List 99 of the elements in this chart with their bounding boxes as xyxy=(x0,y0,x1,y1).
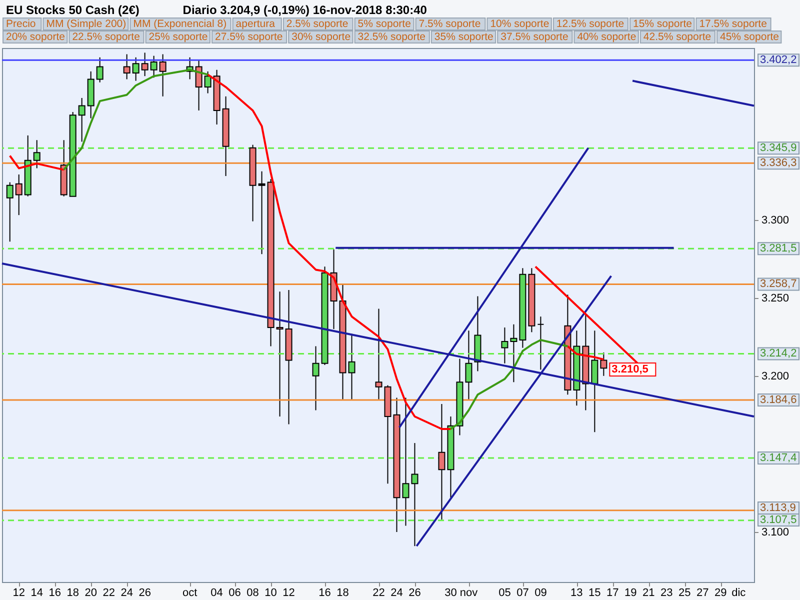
candlestick xyxy=(276,291,284,417)
x-tick-label: oct xyxy=(182,587,198,599)
candlestick xyxy=(6,182,14,242)
x-tick-label: 22 xyxy=(372,587,385,599)
ref-line-label: 3.402,2 xyxy=(760,54,797,66)
text: 20% soporte xyxy=(6,31,66,43)
candlestick xyxy=(375,308,382,400)
x-tick-label: 04 xyxy=(210,587,223,599)
text: 12.5% soporte xyxy=(556,18,624,30)
text: 17.5% soporte xyxy=(699,18,768,30)
candlestick xyxy=(438,404,446,520)
data-label: 3.210,5 xyxy=(612,364,648,376)
x-tick-label: 21 xyxy=(642,587,655,599)
ref-line-label: 3.214,2 xyxy=(760,348,797,360)
x-tick-label: 27 xyxy=(696,587,709,599)
x-tick-label: 18 xyxy=(66,587,79,599)
x-tick-label: 19 xyxy=(624,587,637,599)
candlestick xyxy=(312,346,320,411)
ref-line-label: 3.113,9 xyxy=(760,502,796,514)
y-tick-label: 3.100 xyxy=(762,526,790,539)
x-tick-label: nov xyxy=(460,587,478,599)
y-tick-label: 3.200 xyxy=(762,370,790,382)
x-tick-label: 20 xyxy=(84,587,97,599)
x-tick-label: 16 xyxy=(318,587,331,599)
text: MM (Simple 200) xyxy=(46,18,126,30)
candlestick xyxy=(591,330,598,433)
text: 10% soporte xyxy=(490,18,550,30)
x-tick-label: dic xyxy=(732,587,746,599)
ref-line-label: 3.147,4 xyxy=(760,452,797,464)
candlestick xyxy=(33,140,40,169)
x-tick-label: 12 xyxy=(282,587,295,599)
candlestick xyxy=(411,442,418,547)
text: Precio xyxy=(6,18,36,30)
text: 2.5% soporte xyxy=(286,18,348,30)
candlestick xyxy=(348,333,356,400)
text: 45% soporte xyxy=(720,31,780,43)
chart-subtitle: Diario 3.204,9 (-0,19%) 16-nov-2018 8:30:40 xyxy=(182,3,428,17)
x-tick-label: 26 xyxy=(408,587,421,599)
candlestick xyxy=(204,70,212,94)
x-tick-label: 15 xyxy=(588,587,601,599)
x-tick-label: 13 xyxy=(570,587,583,599)
text: 30% soporte xyxy=(292,31,351,43)
text: 7.5% soporte xyxy=(418,18,481,30)
text: MM (Exponencial 8) xyxy=(133,18,227,30)
candlestick xyxy=(402,397,410,526)
text: 37.5% soporte xyxy=(500,31,568,43)
text: 15% soporte xyxy=(633,18,692,30)
candlestick xyxy=(258,170,266,255)
candlestick xyxy=(510,324,518,383)
text: 42.5% soporte xyxy=(643,31,712,43)
candlestick xyxy=(465,330,472,400)
candlestick xyxy=(141,52,148,77)
x-tick-label: 14 xyxy=(30,587,43,599)
x-tick-label: 10 xyxy=(264,587,277,599)
x-tick-label: 08 xyxy=(246,587,259,599)
text: 40% soporte xyxy=(577,31,636,43)
ref-line-label: 3.336,3 xyxy=(760,157,797,170)
candlestick xyxy=(123,54,130,80)
x-tick-label: 05 xyxy=(498,587,511,599)
x-tick-label: 24 xyxy=(120,587,133,599)
text: 25% soporte xyxy=(148,31,208,43)
x-tick-label: 12 xyxy=(12,587,25,599)
x-tick-label: 23 xyxy=(660,587,673,599)
text: 32.5% soporte xyxy=(358,31,426,43)
x-tick-label: 17 xyxy=(606,587,619,599)
text: 5% soporte xyxy=(358,18,412,30)
x-tick-label: 25 xyxy=(678,587,691,599)
candlestick xyxy=(132,56,140,82)
candlestick xyxy=(195,60,202,111)
candlestick xyxy=(15,174,22,216)
candlestick xyxy=(600,352,608,376)
text: 27.5% soporte xyxy=(215,31,283,43)
text: 35% soporte xyxy=(434,31,494,43)
chart-title: EU Stocks 50 Cash (2€) xyxy=(6,3,140,17)
ref-line-label: 3.107,5 xyxy=(760,514,797,526)
candlestick xyxy=(159,54,166,97)
x-tick-label: 06 xyxy=(228,587,241,599)
ref-line-label: 3.184,6 xyxy=(760,394,797,406)
candlestick xyxy=(537,316,544,370)
x-tick-label: 22 xyxy=(102,587,115,599)
candlestick xyxy=(501,326,508,364)
y-tick-label: 3.250 xyxy=(762,292,790,304)
x-tick-label: 07 xyxy=(516,587,529,599)
x-tick-label: 30 xyxy=(444,587,457,599)
x-tick-label: 16 xyxy=(48,587,61,599)
ref-line-label: 3.281,5 xyxy=(760,242,797,255)
candlestick xyxy=(150,55,158,78)
x-tick-label: 29 xyxy=(714,587,727,599)
ref-line-label: 3.345,9 xyxy=(760,142,797,154)
candlestick xyxy=(96,56,104,83)
x-tick-label: 18 xyxy=(336,587,349,599)
y-tick-label: 3.300 xyxy=(762,214,790,226)
text: apertura xyxy=(236,18,276,30)
ref-line-label: 3.258,7 xyxy=(760,278,797,290)
text: 22.5% soporte xyxy=(72,31,140,43)
candlestick xyxy=(78,97,86,142)
x-tick-label: 09 xyxy=(534,587,547,599)
x-tick-label: 24 xyxy=(390,587,403,599)
x-tick-label: 26 xyxy=(138,587,151,599)
